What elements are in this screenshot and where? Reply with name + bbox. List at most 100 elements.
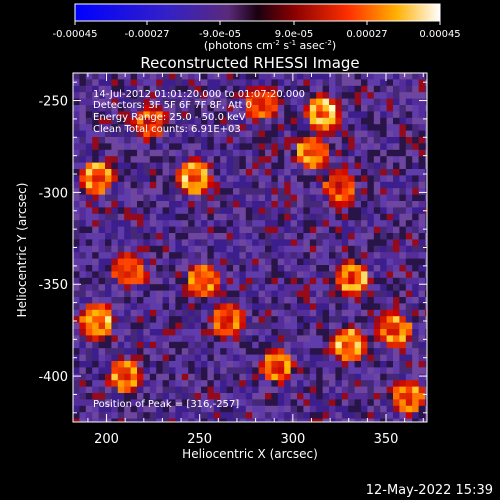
heatmap-cell bbox=[393, 175, 400, 183]
heatmap-cell bbox=[380, 405, 388, 413]
heatmap-cell bbox=[226, 117, 234, 125]
heatmap-cell bbox=[233, 226, 240, 234]
heatmap-cell bbox=[367, 175, 375, 183]
heatmap-cell bbox=[194, 354, 202, 362]
heatmap-cell bbox=[169, 341, 176, 349]
heatmap-cell bbox=[303, 181, 311, 189]
heatmap-cell bbox=[373, 418, 381, 422]
heatmap-cell bbox=[85, 284, 93, 292]
heatmap-cell bbox=[169, 124, 176, 132]
heatmap-cell bbox=[130, 92, 138, 100]
heatmap-cell bbox=[290, 233, 298, 240]
heatmap-cell bbox=[252, 386, 260, 394]
heatmap-cell bbox=[239, 393, 247, 400]
heatmap-cell bbox=[220, 111, 228, 119]
heatmap-cell bbox=[348, 322, 356, 330]
heatmap-cell bbox=[265, 412, 272, 420]
heatmap-cell bbox=[316, 418, 324, 422]
heatmap-cell bbox=[367, 226, 375, 234]
heatmap-cell bbox=[367, 373, 375, 381]
heatmap-cell bbox=[265, 265, 272, 272]
heatmap-cell bbox=[233, 162, 240, 170]
heatmap-cell bbox=[207, 393, 215, 400]
heatmap-cell bbox=[149, 79, 157, 87]
heatmap-cell bbox=[239, 92, 247, 100]
heatmap-cell bbox=[393, 380, 400, 388]
heatmap-cell bbox=[418, 130, 426, 138]
heatmap-cell bbox=[98, 290, 106, 298]
heatmap-cell bbox=[309, 105, 317, 112]
heatmap-cell bbox=[85, 297, 93, 304]
heatmap-cell bbox=[226, 156, 234, 164]
heatmap-cell bbox=[169, 399, 176, 407]
heatmap-cell bbox=[98, 245, 106, 253]
heatmap-cell bbox=[73, 239, 80, 247]
heatmap-cell bbox=[297, 393, 304, 400]
heatmap-cell bbox=[201, 386, 208, 394]
heatmap-cell bbox=[399, 194, 407, 202]
heatmap-cell bbox=[290, 175, 298, 183]
heatmap-cell bbox=[284, 226, 292, 234]
heatmap-cell bbox=[303, 73, 311, 80]
heatmap-cell bbox=[92, 226, 100, 234]
heatmap-cell bbox=[156, 130, 164, 138]
heatmap-cell bbox=[297, 213, 304, 221]
heatmap-cell bbox=[393, 284, 400, 292]
heatmap-cell bbox=[341, 361, 349, 368]
heatmap-cell bbox=[169, 252, 176, 260]
heatmap-cell bbox=[265, 284, 272, 292]
heatmap-cell bbox=[399, 220, 407, 228]
heatmap-cell bbox=[137, 156, 144, 164]
heatmap-cell bbox=[105, 194, 112, 202]
heatmap-cell bbox=[284, 265, 292, 272]
heatmap-cell bbox=[329, 175, 336, 183]
heatmap-cell bbox=[73, 117, 80, 125]
heatmap-cell bbox=[181, 207, 189, 215]
heatmap-cell bbox=[412, 169, 420, 176]
heatmap-cell bbox=[329, 348, 336, 356]
heatmap-cell bbox=[380, 348, 388, 356]
heatmap-cell bbox=[162, 329, 170, 336]
heatmap-cell bbox=[380, 143, 388, 151]
heatmap-cell bbox=[98, 418, 106, 422]
heatmap-cell bbox=[175, 201, 183, 208]
heatmap-cell bbox=[181, 79, 189, 87]
heatmap-cell bbox=[98, 361, 106, 368]
heatmap-cell bbox=[393, 412, 400, 420]
heatmap-cell bbox=[239, 137, 247, 144]
heatmap-cell bbox=[92, 309, 100, 317]
heatmap-cell bbox=[201, 303, 208, 311]
heatmap-cell bbox=[156, 309, 164, 317]
heatmap-cell bbox=[149, 271, 157, 279]
heatmap-cell bbox=[85, 354, 93, 362]
heatmap-cell bbox=[213, 284, 221, 292]
heatmap-cell bbox=[329, 380, 336, 388]
heatmap-cell bbox=[73, 361, 80, 368]
heatmap-cell bbox=[124, 92, 132, 100]
heatmap-cell bbox=[73, 201, 80, 208]
heatmap-cell bbox=[181, 303, 189, 311]
heatmap-cell bbox=[207, 220, 215, 228]
colorbar-tick-label: -0.00027 bbox=[125, 29, 170, 40]
heatmap-cell bbox=[79, 329, 87, 336]
heatmap-cell bbox=[412, 220, 420, 228]
heatmap-cell bbox=[277, 130, 285, 138]
heatmap-cell bbox=[265, 258, 272, 266]
heatmap-cell bbox=[309, 316, 317, 324]
heatmap-cell bbox=[169, 175, 176, 183]
heatmap-cell bbox=[373, 201, 381, 208]
heatmap-cell bbox=[143, 297, 151, 304]
heatmap-cell bbox=[245, 361, 253, 368]
heatmap-cell bbox=[111, 239, 119, 247]
heatmap-cell bbox=[149, 252, 157, 260]
heatmap-cell bbox=[188, 245, 196, 253]
heatmap-cell bbox=[149, 361, 157, 368]
heatmap-cell bbox=[354, 290, 362, 298]
heatmap-cell bbox=[73, 277, 80, 285]
heatmap-cell bbox=[258, 156, 266, 164]
heatmap-cell bbox=[162, 316, 170, 324]
heatmap-cell bbox=[124, 303, 132, 311]
heatmap-cell bbox=[130, 111, 138, 119]
heatmap-cell bbox=[169, 405, 176, 413]
heatmap-cell bbox=[386, 354, 394, 362]
